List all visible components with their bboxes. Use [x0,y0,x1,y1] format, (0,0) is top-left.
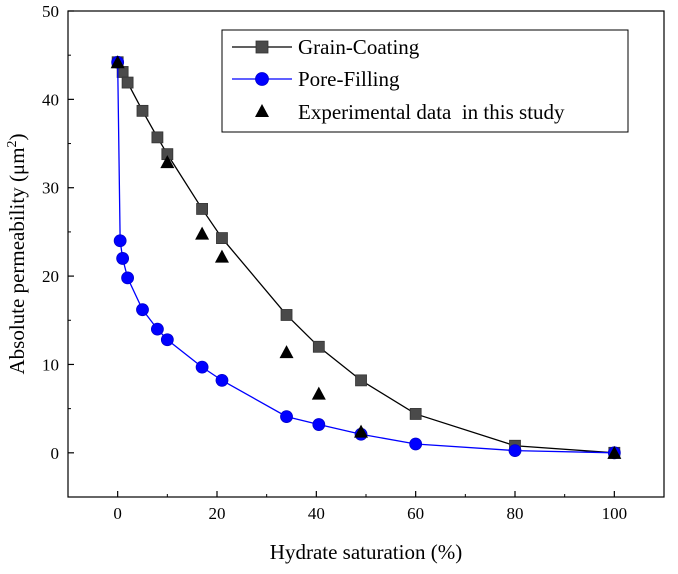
data-point-pore-filling [116,252,130,265]
y-tick-label: 0 [51,444,60,463]
data-point-pore-filling [409,437,423,451]
x-tick-label: 0 [113,504,122,523]
data-point-pore-filling [508,444,522,458]
data-point-pore-filling [160,333,174,347]
data-point-grain-coating [312,340,325,353]
data-point-pore-filling [280,410,293,423]
y-axis-label-close: ) [5,133,29,140]
data-point-pore-filling [195,360,209,374]
data-point-experimental-data-in-this-study [160,155,175,169]
y-tick-label: 30 [42,179,59,198]
y-axis-label-main: Absolute permeability (μm [5,147,29,374]
data-point-pore-filling [150,322,164,336]
data-point-experimental-data-in-this-study [311,386,326,400]
data-point-grain-coating [196,203,209,215]
data-point-grain-coating [136,104,149,117]
data-point-experimental-data-in-this-study [195,226,210,240]
data-point-grain-coating [280,309,293,321]
x-tick-label: 20 [209,504,226,523]
legend-grain-coating-label: Grain-Coating [298,35,420,59]
x-tick-label: 40 [308,504,325,523]
x-axis-label: Hydrate saturation (%) [270,540,462,564]
data-point-experimental-data-in-this-study [607,445,622,459]
legend-entry-pore-filling: Pore-Filling [232,67,400,91]
data-point-grain-coating [151,131,164,144]
x-tick-label: 80 [507,504,524,523]
y-tick-label: 20 [42,267,59,286]
legend-pore-filling-marker [255,72,269,86]
data-point-grain-coating [355,374,367,387]
data-point-pore-filling [136,303,149,317]
data-point-experimental-data-in-this-study [279,345,294,359]
y-tick-label: 40 [42,90,59,109]
data-point-grain-coating [216,232,228,244]
data-point-pore-filling [121,271,134,285]
data-point-grain-coating [121,76,134,89]
x-tick-label: 60 [407,504,424,523]
series-layer [110,55,622,460]
series-experimental-data-in-this-study [110,55,622,459]
legend-pore-filling-label: Pore-Filling [298,67,400,91]
y-tick-label: 50 [42,2,59,21]
data-point-experimental-data-in-this-study [354,424,369,438]
data-point-pore-filling [113,234,127,248]
legend-experimental-label: Experimental data in this study [298,100,565,124]
data-point-experimental-data-in-this-study [214,249,229,263]
legend-grain-coating-marker [255,40,269,54]
y-axis-ticks: 0 10 20 30 40 50 [42,2,74,463]
x-tick-label: 100 [602,504,628,523]
data-point-pore-filling [312,418,326,431]
legend-entry-experimental: Experimental data in this study [255,100,565,124]
y-axis-label: Absolute permeability (μm2) [5,133,29,374]
legend-experimental-marker [255,104,269,117]
y-axis-label-sup: 2 [5,140,20,147]
y-tick-label: 10 [42,355,59,374]
x-axis-ticks: 0 20 40 60 80 100 [113,491,627,523]
legend-entry-grain-coating: Grain-Coating [232,35,420,59]
data-point-experimental-data-in-this-study [110,55,125,69]
data-point-grain-coating [409,408,422,420]
legend: Grain-Coating Pore-Filling Experimental … [221,29,629,133]
data-point-pore-filling [215,373,229,387]
